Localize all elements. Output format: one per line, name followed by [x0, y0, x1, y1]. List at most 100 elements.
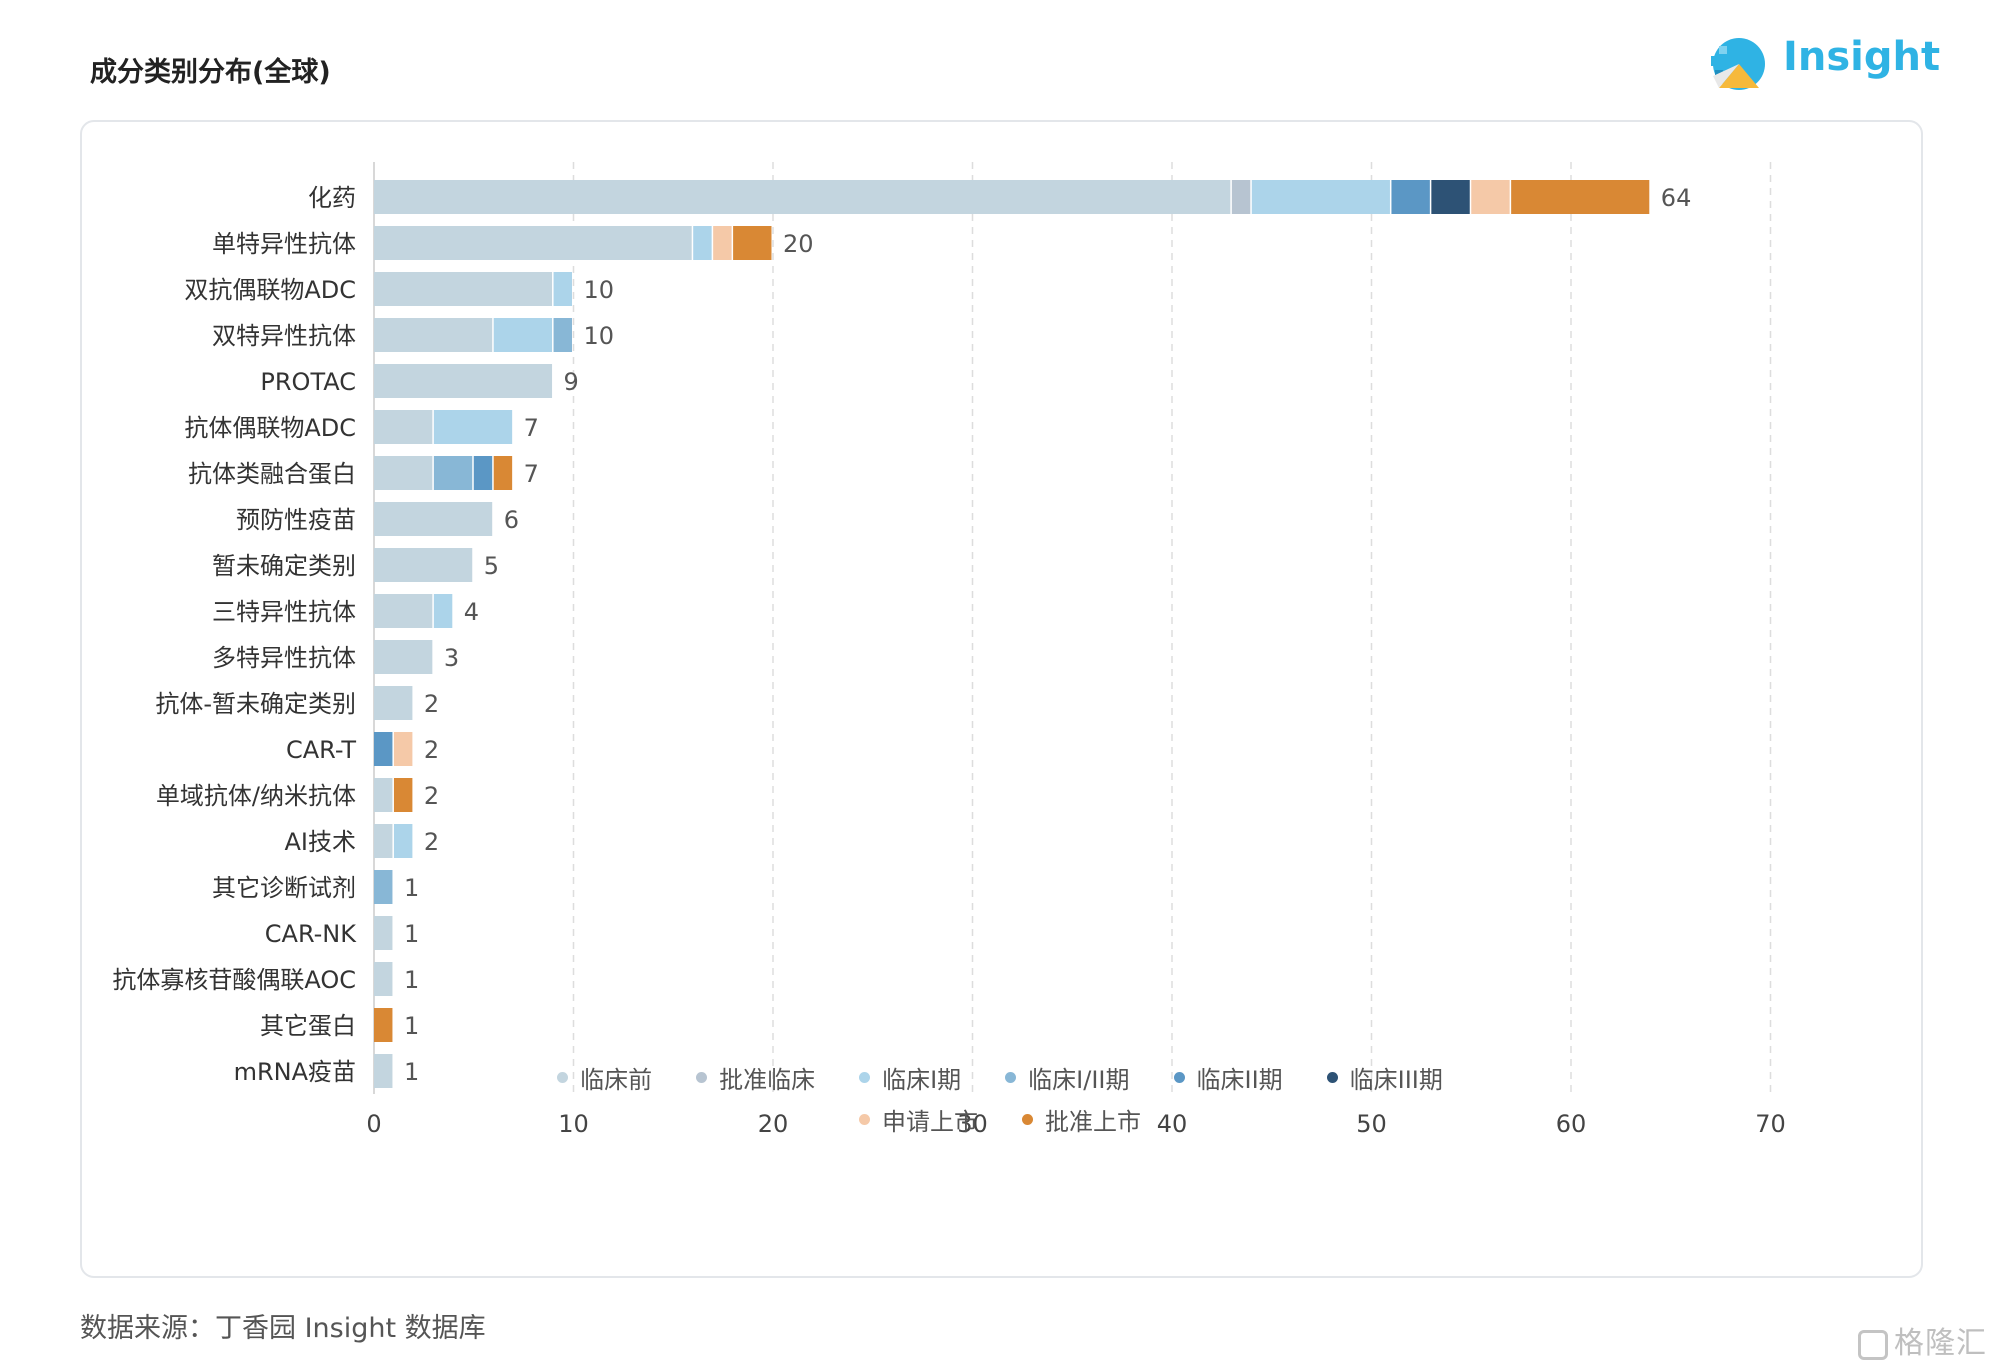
legend-dot-icon [859, 1113, 870, 1125]
legend-item[interactable]: 临床I期 [859, 1062, 962, 1094]
category-label: 抗体寡核苷酸偶联AOC [112, 966, 356, 994]
bar-total-label: 7 [524, 414, 539, 442]
bar-total-label: 9 [564, 368, 579, 396]
bar-segment [733, 226, 772, 260]
chart-panel: 0 10 20 30 40 50 60 70 化药 64 单特异性抗体 20 双抗偶联物ADC 10 双特异… [80, 120, 1923, 1278]
category-label: PROTAC [260, 368, 356, 396]
legend-dot-icon [557, 1071, 569, 1083]
legend-item[interactable]: 临床I/II期 [1005, 1062, 1130, 1094]
bar-total-label: 2 [424, 782, 439, 810]
legend-dot-icon [1005, 1071, 1017, 1083]
legend-label: 批准上市 [1045, 1107, 1141, 1136]
bar-segment [374, 318, 493, 352]
bar-segment [374, 456, 433, 490]
category-label: 化药 [308, 184, 356, 212]
category-label: 单特异性抗体 [212, 230, 356, 258]
x-tick-label: 30 [957, 1110, 988, 1138]
legend-label: 临床I/II期 [1028, 1065, 1130, 1094]
bar-total-label: 2 [424, 736, 439, 764]
bar-segment [374, 778, 393, 812]
category-label: AI技术 [285, 828, 357, 856]
bar-segment [433, 456, 473, 490]
legend-label: 临床I期 [882, 1065, 962, 1094]
bar-segment [433, 410, 513, 444]
category-label: 抗体偶联物ADC [184, 414, 356, 442]
bar-segment [374, 272, 553, 306]
watermark-icon [1858, 1329, 1888, 1360]
bar-segment [693, 226, 712, 260]
bar-total-label: 3 [444, 644, 459, 672]
bar-total-label: 6 [504, 506, 519, 534]
category-label: 预防性疫苗 [236, 506, 356, 534]
category-label: CAR-NK [265, 920, 357, 948]
legend-item[interactable]: 申请上市 [859, 1104, 978, 1136]
category-label: mRNA疫苗 [234, 1058, 356, 1086]
x-tick-label: 60 [1556, 1110, 1587, 1138]
x-tick-label: 70 [1755, 1110, 1786, 1138]
bar-total-label: 1 [404, 966, 419, 994]
bar-segment [374, 594, 433, 628]
category-label: 单域抗体/纳米抗体 [156, 782, 356, 810]
bar-segment [374, 1008, 393, 1042]
bar-segment [1231, 180, 1251, 214]
category-label: 多特异性抗体 [212, 644, 356, 672]
bar-segment [374, 1054, 393, 1088]
legend-label: 批准临床 [719, 1065, 816, 1094]
x-tick-label: 40 [1157, 1110, 1188, 1138]
bar-segment [374, 502, 493, 536]
page-title: 成分类别分布(全球) [90, 57, 331, 88]
bar-segment [374, 364, 553, 398]
legend-label: 临床II期 [1196, 1065, 1283, 1094]
bar-segment [374, 916, 393, 950]
bar-segment [374, 226, 692, 260]
bar-segment [374, 962, 393, 996]
legend-item[interactable]: 批准临床 [696, 1062, 816, 1094]
category-label: 三特异性抗体 [212, 598, 356, 626]
bar-segment [374, 870, 393, 904]
legend-dot-icon [696, 1071, 708, 1083]
category-label: 其它诊断试剂 [212, 874, 356, 902]
bar-total-label: 10 [584, 322, 615, 350]
bar-segment [553, 272, 572, 306]
bar-total-label: 1 [404, 1012, 419, 1040]
bar-segment [433, 594, 453, 628]
bar-segment [493, 456, 513, 490]
bar-total-label: 5 [484, 552, 499, 580]
bar-segment [374, 640, 433, 674]
bar-total-label: 1 [404, 920, 419, 948]
insight-logo-text: Insight [1783, 34, 1941, 80]
legend-item[interactable]: 临床II期 [1173, 1062, 1283, 1094]
bar-total-label: 1 [404, 874, 419, 902]
bar-total-label: 1 [404, 1058, 419, 1086]
bar-total-label: 4 [464, 598, 479, 626]
category-label: 抗体-暂未确定类别 [155, 690, 356, 718]
legend-label: 临床III期 [1349, 1065, 1443, 1094]
category-label: 双抗偶联物ADC [184, 276, 356, 304]
bar-segment [1251, 180, 1390, 214]
legend-label: 临床前 [580, 1065, 653, 1094]
legend-item[interactable]: 临床前 [557, 1062, 653, 1094]
watermark-text: 格隆汇 [1894, 1326, 1987, 1361]
bar-segment [374, 732, 393, 766]
bar-total-label: 7 [524, 460, 539, 488]
legend-dot-icon [859, 1071, 871, 1083]
watermark: 格隆汇 [1858, 1318, 1987, 1362]
category-label: 其它蛋白 [260, 1012, 356, 1040]
bar-segment [493, 318, 553, 352]
bar-segment [374, 686, 413, 720]
bar-total-label: 2 [424, 828, 439, 856]
chart-legend: 临床前 批准临床 临床I期 临床I/II期 临床II期 临床III期申请上市 批准上市 [470, 1062, 1530, 1136]
bar-total-label: 64 [1661, 184, 1692, 212]
bar-segment [374, 548, 473, 582]
bar-total-label: 2 [424, 690, 439, 718]
legend-item[interactable]: 批准上市 [1022, 1104, 1141, 1136]
bar-segment [473, 456, 493, 490]
category-label: 双特异性抗体 [212, 322, 356, 350]
bar-segment [713, 226, 732, 260]
legend-label: 申请上市 [882, 1107, 978, 1136]
x-tick-label: 10 [558, 1110, 589, 1138]
data-source-note: 数据来源：丁香园 Insight 数据库 [80, 1313, 486, 1344]
legend-item[interactable]: 临床III期 [1326, 1062, 1443, 1094]
insight-logo-icon [1711, 38, 1765, 90]
